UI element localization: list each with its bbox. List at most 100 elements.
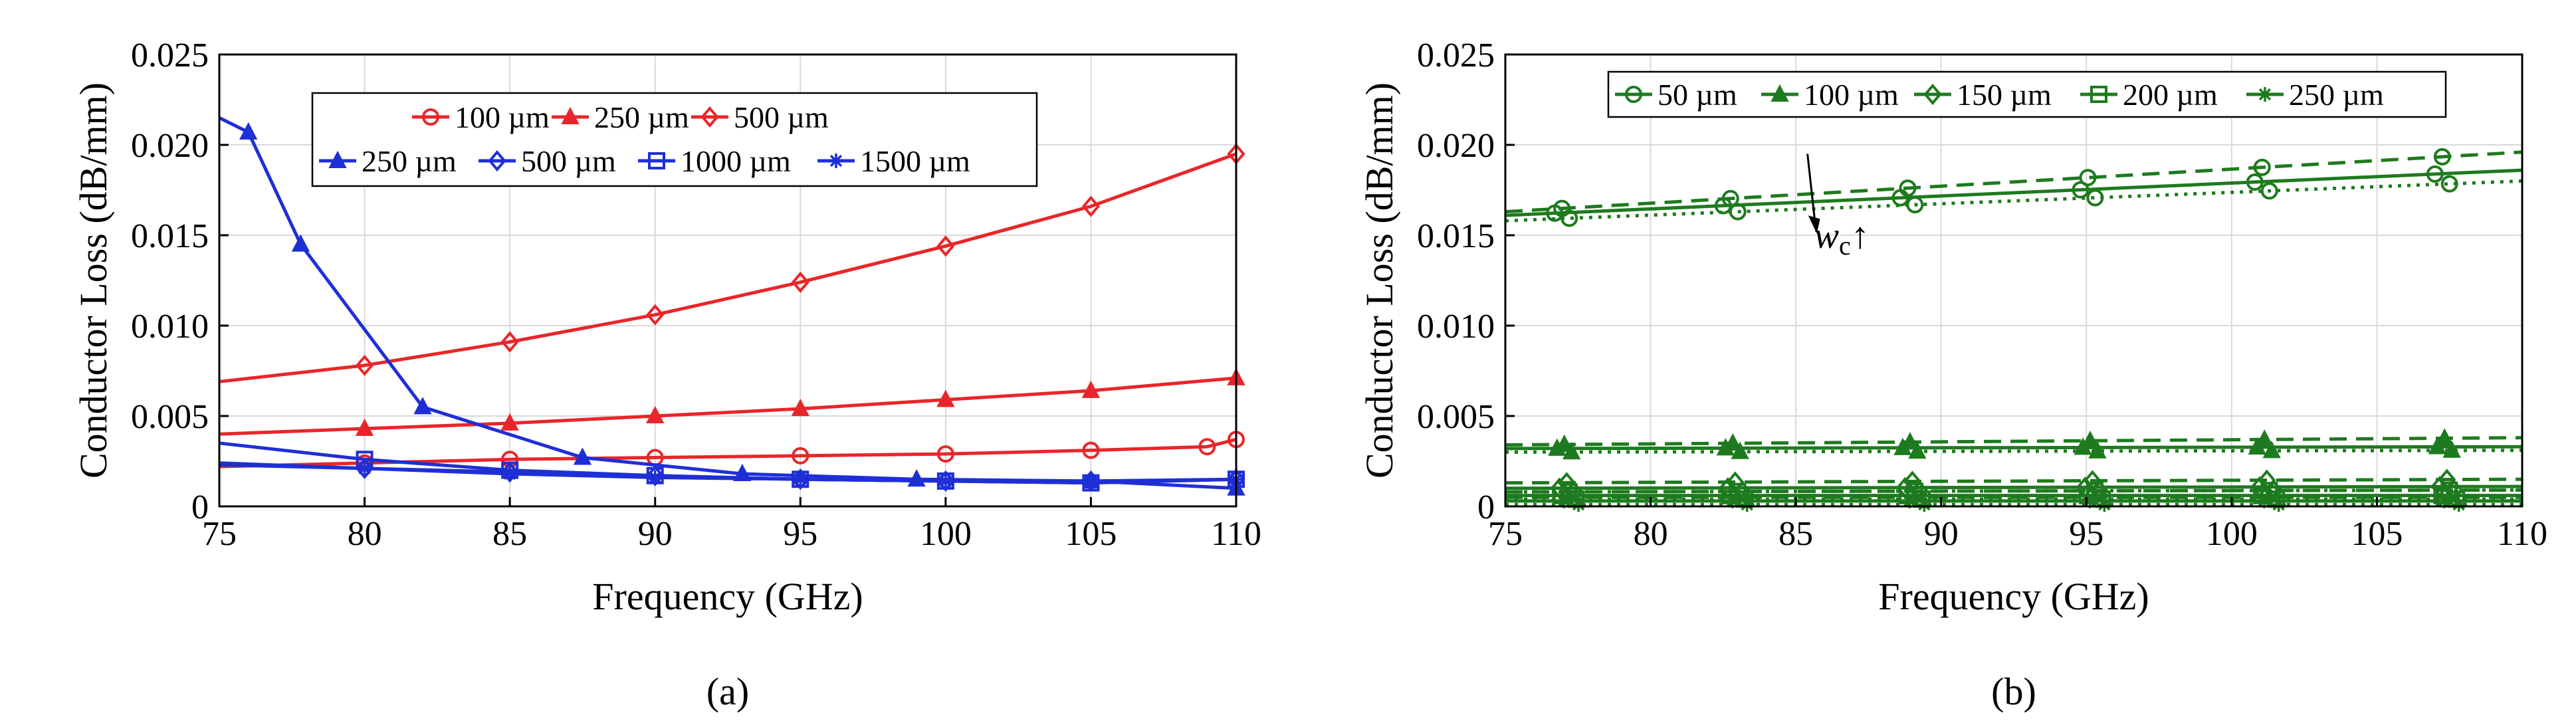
data-point bbox=[1564, 490, 1579, 505]
y-tick-label: 0 bbox=[191, 488, 209, 526]
asterisk-stroke bbox=[358, 462, 371, 475]
data-point bbox=[2451, 497, 2466, 512]
asterisk-stroke bbox=[1911, 491, 1923, 504]
data-point bbox=[1083, 475, 1099, 490]
annotation-up-arrow: ↑ bbox=[1851, 215, 1870, 257]
asterisk-stroke bbox=[829, 154, 843, 167]
y-tick-label: 0.025 bbox=[1417, 37, 1495, 74]
data-point bbox=[791, 398, 809, 417]
asterisk-stroke bbox=[2272, 498, 2285, 511]
legend-item: 250 µm bbox=[552, 100, 689, 134]
y-tick-label: 0.005 bbox=[131, 398, 209, 436]
data-point bbox=[1723, 433, 1742, 451]
data-point bbox=[1081, 380, 1101, 398]
data-point bbox=[2253, 158, 2271, 176]
legend-item: 250 µm bbox=[2246, 78, 2384, 112]
data-point bbox=[2435, 428, 2454, 446]
chart-panel-b: 75 80 85 90 95 100 105 110 0 0.005 0.010 0.015 0.020… bbox=[1358, 37, 2547, 713]
data-point bbox=[791, 271, 809, 293]
data-point bbox=[355, 354, 374, 376]
data-point bbox=[2271, 497, 2286, 512]
series-line bbox=[1505, 436, 2523, 447]
asterisk-stroke bbox=[1918, 498, 1931, 511]
data-point bbox=[1899, 179, 1917, 197]
data-point bbox=[1739, 497, 1755, 512]
data-point bbox=[500, 331, 519, 353]
x-tick-label: 80 bbox=[348, 515, 382, 553]
annotation-subscript: c bbox=[1839, 231, 1851, 260]
annotation-arrowhead bbox=[1808, 215, 1820, 234]
legend-label: 250 µm bbox=[594, 100, 689, 134]
data-point bbox=[355, 418, 374, 437]
data-point bbox=[792, 447, 809, 465]
series-line bbox=[219, 461, 1237, 485]
legend-item: 500 µm bbox=[691, 100, 829, 134]
legend-marker bbox=[1771, 84, 1789, 102]
data-point bbox=[573, 447, 592, 465]
legend-item: 500 µm bbox=[479, 144, 616, 178]
data-point bbox=[2081, 431, 2099, 449]
data-point bbox=[1081, 195, 1101, 217]
annotation-label: wc↑ bbox=[1814, 215, 1870, 260]
series-line bbox=[1505, 477, 2523, 485]
data-point bbox=[239, 122, 258, 140]
asterisk-stroke bbox=[2098, 498, 2111, 511]
legend-item: 150 µm bbox=[1914, 78, 2052, 112]
asterisk-stroke bbox=[503, 467, 516, 480]
x-tick-label: 95 bbox=[783, 515, 817, 553]
series-group bbox=[1505, 148, 2523, 512]
data-point bbox=[2428, 437, 2447, 455]
legend-marker bbox=[700, 106, 719, 128]
x-tick-label: 110 bbox=[1211, 515, 1261, 553]
tick-labels: 75 80 85 90 95 100 105 110 0 0.005 0.010 0.015 0.020… bbox=[131, 37, 1261, 553]
legend-label: 200 µm bbox=[2123, 78, 2218, 112]
legend-marker bbox=[561, 106, 580, 124]
asterisk-stroke bbox=[794, 473, 807, 486]
y-tick-label: 0.020 bbox=[131, 127, 209, 165]
legend-label: 500 µm bbox=[734, 100, 829, 134]
legend-box bbox=[311, 92, 1038, 187]
legend-item: 100 µm bbox=[412, 100, 550, 134]
panel-caption: (b) bbox=[1991, 670, 2036, 713]
x-tick-label: 105 bbox=[1065, 515, 1117, 553]
data-point bbox=[2088, 441, 2107, 459]
data-point bbox=[1908, 441, 1927, 459]
legend-label: 1000 µm bbox=[681, 144, 791, 178]
data-point bbox=[2262, 441, 2281, 459]
asterisk-stroke bbox=[1741, 498, 1753, 511]
x-tick-label: 95 bbox=[2069, 515, 2103, 553]
y-tick-label: 0.010 bbox=[131, 308, 209, 346]
data-point bbox=[2072, 181, 2090, 199]
data-point bbox=[2440, 175, 2458, 193]
panel-caption: (a) bbox=[706, 670, 749, 713]
series-line bbox=[1505, 168, 2523, 217]
data-point bbox=[646, 405, 665, 423]
data-point bbox=[413, 397, 432, 415]
x-tick-label: 80 bbox=[1634, 515, 1668, 553]
chart-panel-a: 75 80 85 90 95 100 105 110 0 0.005 0.010 0.015 0.020… bbox=[72, 37, 1261, 713]
data-point bbox=[2255, 429, 2274, 447]
legend-marker bbox=[488, 150, 506, 172]
x-axis-label: Frequency (GHz) bbox=[592, 575, 863, 618]
y-tick-label: 0.005 bbox=[1417, 398, 1495, 436]
data-point bbox=[1082, 441, 1100, 459]
data-point bbox=[1721, 189, 1739, 207]
data-point bbox=[1909, 490, 1925, 505]
y-tick-label: 0.015 bbox=[131, 217, 209, 255]
legend-item: 200 µm bbox=[2080, 78, 2218, 112]
x-tick-label: 90 bbox=[638, 515, 673, 553]
data-point bbox=[2264, 490, 2279, 505]
asterisk-stroke bbox=[1565, 491, 1578, 504]
asterisk-stroke bbox=[2445, 491, 2458, 504]
y-tick-label: 0.025 bbox=[131, 37, 209, 74]
asterisk-stroke bbox=[1572, 498, 1585, 511]
legend-label: 100 µm bbox=[455, 100, 550, 134]
legend-label: 250 µm bbox=[362, 144, 457, 178]
series-line bbox=[219, 152, 1237, 383]
asterisk-stroke bbox=[1733, 491, 1746, 504]
data-point bbox=[1906, 196, 1924, 214]
legend-marker bbox=[2090, 86, 2107, 103]
data-point bbox=[646, 304, 665, 326]
y-tick-label: 0.010 bbox=[1417, 308, 1495, 346]
